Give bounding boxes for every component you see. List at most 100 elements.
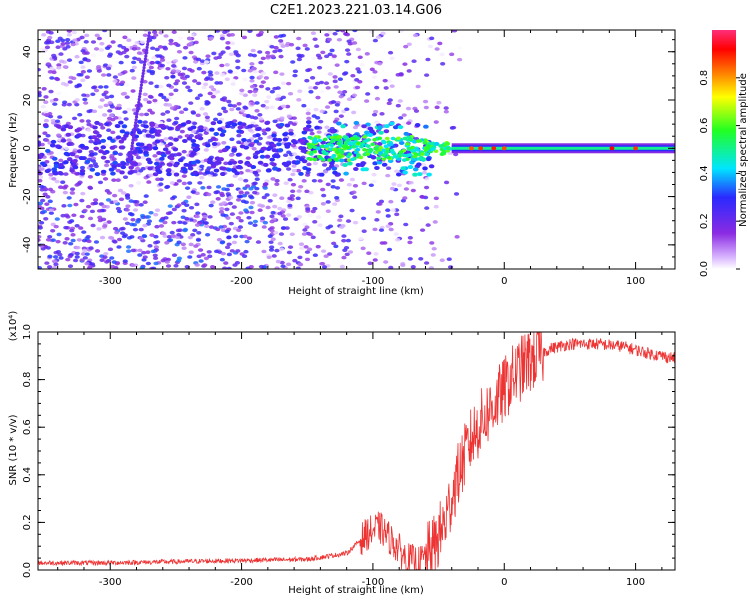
spectrogram-cell bbox=[228, 195, 234, 200]
spectrogram-cell bbox=[255, 33, 262, 38]
spectrogram-cell bbox=[297, 262, 304, 267]
spectrogram-cell bbox=[38, 226, 43, 230]
spectrogram-cell bbox=[433, 204, 439, 209]
colorbar-tick-label: 0.2 bbox=[699, 213, 710, 229]
spectrogram-cell bbox=[229, 249, 235, 253]
spectrogram-xtick-label: -100 bbox=[362, 276, 385, 287]
spectrogram-cell bbox=[319, 89, 325, 94]
spectrogram-cell bbox=[77, 112, 83, 117]
spectrogram-cell bbox=[131, 65, 137, 70]
spectrogram-cell bbox=[205, 143, 211, 148]
spectrogram-cell bbox=[137, 97, 141, 102]
spectrogram-cell bbox=[67, 254, 73, 259]
spectrogram-cell bbox=[304, 225, 310, 230]
spectrogram-cell bbox=[374, 85, 380, 90]
spectrogram-cell bbox=[50, 228, 56, 233]
spectrogram-cell bbox=[385, 173, 391, 178]
spectrogram-cell bbox=[223, 161, 229, 166]
spectrogram-cell bbox=[355, 47, 362, 52]
spectrogram-cell bbox=[143, 97, 149, 102]
spectrogram-cell bbox=[121, 136, 127, 141]
spectrogram-cell bbox=[64, 237, 70, 241]
spectrogram-cell bbox=[131, 76, 137, 80]
spectrogram-cell bbox=[55, 45, 61, 50]
spectrogram-cell bbox=[135, 46, 141, 51]
spectrogram-cell bbox=[425, 146, 431, 150]
spectrogram-cell bbox=[221, 98, 227, 102]
spectrogram-cell bbox=[70, 233, 76, 237]
spectrogram-cell bbox=[188, 205, 195, 210]
spectrogram-cell bbox=[224, 229, 230, 234]
spectrogram-cell bbox=[353, 120, 360, 125]
spectrogram-cell bbox=[93, 47, 100, 51]
spectrogram-cell bbox=[168, 156, 175, 161]
spectrogram-cell bbox=[298, 184, 304, 189]
spectrogram-cell bbox=[347, 250, 354, 254]
spectrogram-cell bbox=[282, 153, 289, 158]
spectrogram-cell bbox=[317, 223, 323, 227]
spectrogram-cell bbox=[126, 107, 132, 112]
spectrogram-cell bbox=[222, 266, 228, 269]
spectrogram-cell bbox=[198, 248, 204, 252]
spectrogram-cell bbox=[145, 48, 149, 52]
spectrogram-cell bbox=[282, 137, 289, 142]
spectrogram-cell bbox=[248, 205, 254, 210]
spectrogram-cell bbox=[296, 98, 302, 102]
spectrogram-cell bbox=[311, 114, 317, 118]
spectrogram-cell bbox=[421, 170, 428, 175]
spectrogram-cell bbox=[433, 196, 439, 201]
spectrogram-cell bbox=[122, 175, 129, 179]
spectrogram-cell bbox=[221, 141, 227, 145]
spectrogram-cell bbox=[118, 139, 125, 144]
spectrogram-cell bbox=[365, 152, 371, 157]
spectrogram-cell bbox=[329, 143, 335, 148]
spectrogram-cell bbox=[381, 139, 386, 144]
spectrogram-cell bbox=[371, 112, 378, 117]
spectrogram-cell bbox=[272, 86, 278, 91]
spectrogram-cell bbox=[136, 130, 143, 135]
spectrogram-cell bbox=[155, 177, 161, 182]
spectrogram-cell bbox=[43, 217, 49, 221]
spectrogram-cell bbox=[126, 249, 132, 253]
spectrogram-cell bbox=[385, 149, 390, 154]
spectrogram-cell bbox=[69, 168, 75, 173]
spectrogram-cell bbox=[390, 208, 396, 212]
spectrogram-cell bbox=[287, 91, 294, 96]
spectrogram-cell bbox=[181, 149, 187, 154]
spectrogram-cell bbox=[415, 148, 421, 152]
spectrogram-cell bbox=[38, 238, 41, 242]
spectrogram-cell bbox=[310, 209, 316, 214]
spectrogram-cell bbox=[246, 163, 253, 168]
spectrogram-cell bbox=[38, 154, 44, 159]
spectrogram-cell bbox=[194, 214, 200, 219]
spectrogram-cell bbox=[168, 92, 174, 97]
spectrogram-cell bbox=[389, 121, 395, 126]
spectrogram-cell bbox=[371, 75, 377, 79]
spectrogram-cell bbox=[305, 207, 311, 211]
spectrogram-cell bbox=[108, 113, 115, 117]
spectrogram-cell bbox=[272, 119, 278, 124]
spectrogram-cell bbox=[378, 145, 384, 150]
spectrogram-cell bbox=[70, 42, 76, 47]
spectrogram-cell bbox=[237, 125, 244, 130]
spectrogram-cell bbox=[258, 264, 265, 269]
spectrogram-cell bbox=[398, 116, 404, 120]
spectrogram-cell bbox=[99, 98, 105, 102]
spectrogram-cell bbox=[406, 121, 412, 125]
spectrogram-cell bbox=[189, 69, 195, 73]
spectrogram-cell bbox=[192, 79, 198, 83]
spectrogram-cell bbox=[324, 125, 330, 130]
spectrogram-cell bbox=[181, 246, 187, 250]
spectrogram-cell bbox=[104, 260, 110, 264]
colorbar-axes: 0.00.20.40.60.8 bbox=[699, 70, 740, 277]
spectrogram-cell bbox=[134, 202, 140, 207]
spectrogram-cell bbox=[158, 224, 165, 228]
spectrogram-cell bbox=[105, 198, 112, 202]
spectrogram-cell bbox=[413, 109, 420, 113]
spectrogram-cell bbox=[302, 222, 308, 227]
spectrogram-cell bbox=[369, 30, 375, 34]
spectrogram-cell bbox=[100, 169, 107, 174]
spectrogram-cell bbox=[112, 226, 119, 231]
spectrogram-cell bbox=[396, 136, 401, 141]
spectrogram-cell bbox=[301, 148, 307, 153]
